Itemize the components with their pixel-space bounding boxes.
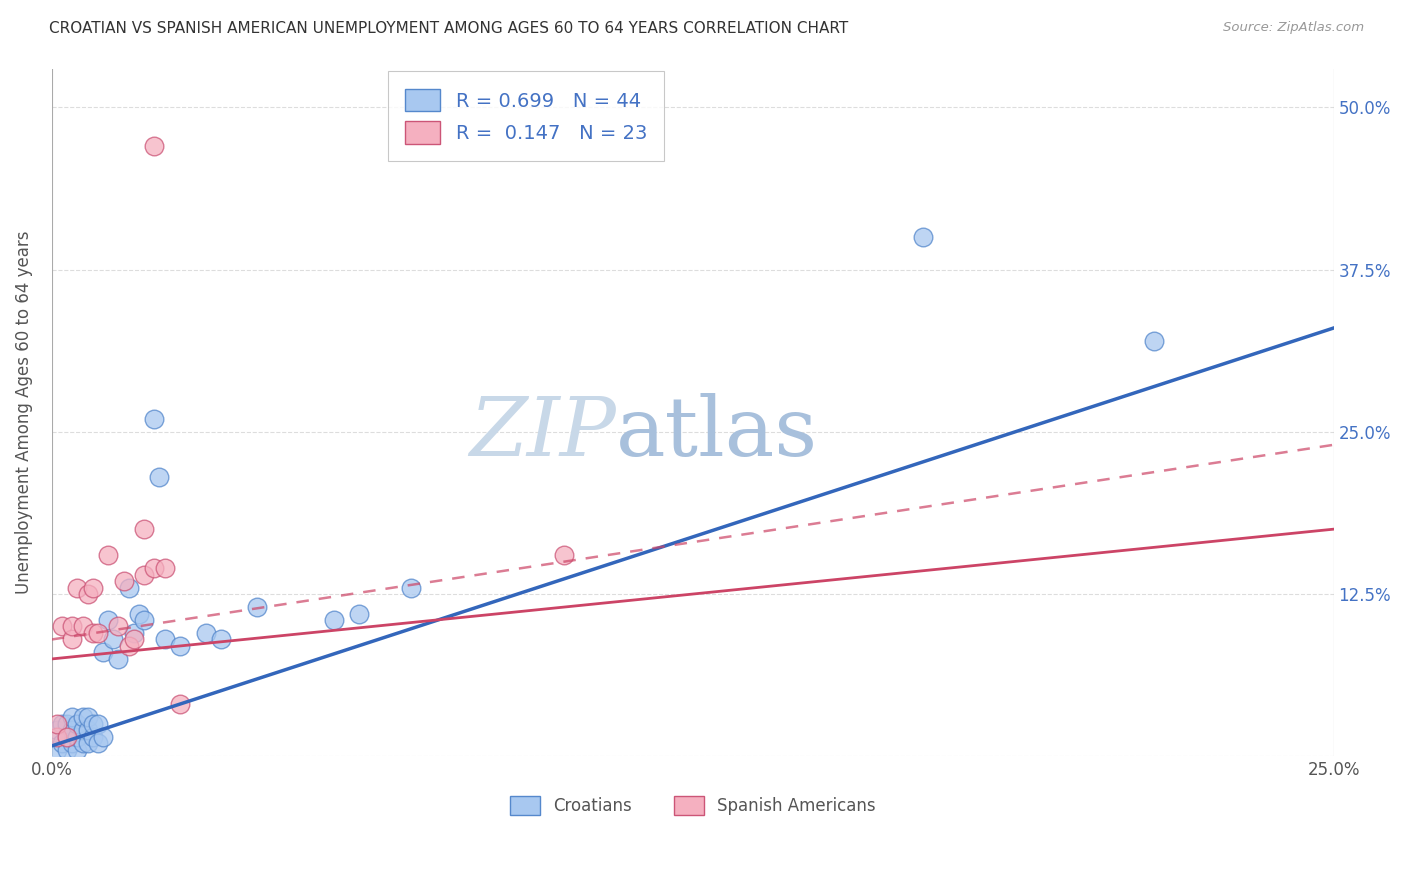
Point [153,561,176,575]
Point [51,716,73,731]
Text: ZIP: ZIP [468,393,616,473]
Point [246,600,269,615]
Point [51,619,73,633]
Text: Source: ZipAtlas.com: Source: ZipAtlas.com [1223,21,1364,34]
Point [128,607,150,621]
Point [72,710,94,724]
Point [91,645,114,659]
Point [143,412,166,426]
Point [45,716,67,731]
Point [66,581,89,595]
Point [153,632,176,647]
Point [209,632,232,647]
Point [143,561,166,575]
Point [169,698,191,712]
Point [72,723,94,738]
Point [107,652,129,666]
Point [1143,334,1166,348]
Point [112,574,135,588]
Point [66,730,89,744]
Point [66,716,89,731]
Y-axis label: Unemployment Among Ages 60 to 64 years: Unemployment Among Ages 60 to 64 years [15,231,32,594]
Point [56,730,79,744]
Point [399,581,422,595]
Point [76,723,98,738]
Point [148,470,170,484]
Point [87,626,110,640]
Point [132,522,155,536]
Point [76,710,98,724]
Point [132,567,155,582]
Point [97,548,120,562]
Point [122,626,145,640]
Legend: Croatians, Spanish Americans: Croatians, Spanish Americans [502,788,884,823]
Point [322,613,344,627]
Point [72,736,94,750]
Text: CROATIAN VS SPANISH AMERICAN UNEMPLOYMENT AMONG AGES 60 TO 64 YEARS CORRELATION : CROATIAN VS SPANISH AMERICAN UNEMPLOYMEN… [49,21,848,36]
Point [143,139,166,153]
Point [60,619,83,633]
Point [45,723,67,738]
Point [118,581,141,595]
Point [45,730,67,744]
Point [553,548,575,562]
Point [97,613,120,627]
Point [60,723,83,738]
Point [60,710,83,724]
Point [76,736,98,750]
Point [103,632,125,647]
Point [60,736,83,750]
Point [56,743,79,757]
Point [72,619,94,633]
Point [132,613,155,627]
Point [87,716,110,731]
Point [82,626,104,640]
Point [107,619,129,633]
Text: atlas: atlas [616,393,818,473]
Point [118,639,141,653]
Point [56,716,79,731]
Point [56,730,79,744]
Point [87,736,110,750]
Point [82,730,104,744]
Point [91,730,114,744]
Point [82,581,104,595]
Point [76,587,98,601]
Point [349,607,371,621]
Point [169,639,191,653]
Point [194,626,217,640]
Point [45,743,67,757]
Point [51,736,73,750]
Point [66,743,89,757]
Point [60,632,83,647]
Point [82,716,104,731]
Point [912,230,935,244]
Point [122,632,145,647]
